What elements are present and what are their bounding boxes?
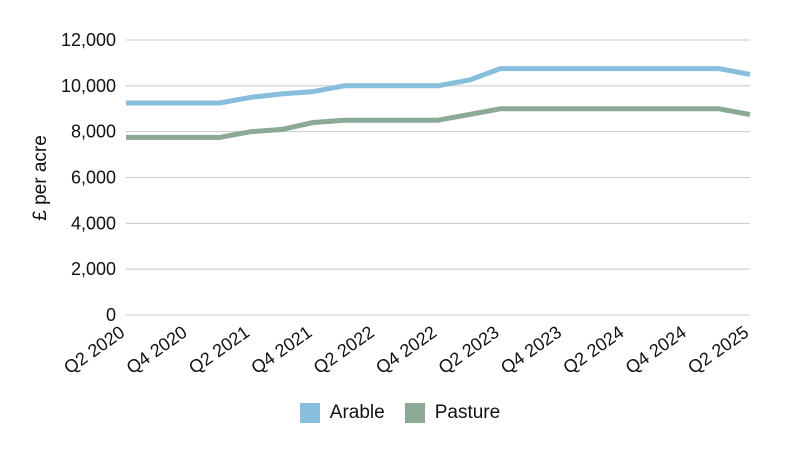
gridlines bbox=[126, 39, 750, 316]
legend-label-arable: Arable bbox=[329, 402, 385, 423]
series-line-pasture bbox=[126, 106, 751, 140]
x-tick-label: Q4 2020 bbox=[123, 322, 191, 378]
legend-item-pasture: Pasture bbox=[404, 402, 501, 424]
series-lines bbox=[126, 66, 751, 140]
x-tick-label: Q2 2020 bbox=[60, 322, 128, 378]
y-tick-label: 0 bbox=[106, 305, 116, 325]
y-tick-label: 2,000 bbox=[71, 259, 116, 279]
legend-label-pasture: Pasture bbox=[434, 402, 501, 423]
y-tick-label: 10,000 bbox=[61, 76, 116, 96]
legend-item-arable: Arable bbox=[299, 402, 385, 424]
x-tick-label: Q4 2023 bbox=[497, 322, 565, 378]
y-tick-label: 8,000 bbox=[71, 122, 116, 142]
legend-swatch-pasture bbox=[404, 403, 425, 423]
legend: Arable Pasture bbox=[0, 402, 800, 424]
x-tick-label: Q2 2023 bbox=[435, 322, 503, 378]
series-line-arable bbox=[126, 66, 751, 106]
x-tick-label: Q2 2021 bbox=[185, 322, 253, 378]
x-tick-label: Q4 2021 bbox=[247, 322, 315, 378]
x-tick-label: Q4 2022 bbox=[372, 322, 440, 378]
x-tick-label: Q2 2025 bbox=[684, 322, 752, 378]
y-tick-label: 12,000 bbox=[61, 30, 116, 50]
x-tick-label: Q2 2024 bbox=[559, 322, 627, 378]
x-tick-label: Q4 2024 bbox=[622, 322, 690, 378]
y-axis-ticks: 0 2,000 4,000 6,000 8,000 10,000 12,000 bbox=[61, 30, 116, 325]
y-tick-label: 6,000 bbox=[71, 168, 116, 188]
y-tick-label: 4,000 bbox=[71, 213, 116, 233]
x-tick-label: Q2 2022 bbox=[310, 322, 378, 378]
legend-swatch-arable bbox=[299, 403, 320, 423]
y-axis-title: £ per acre bbox=[30, 135, 51, 221]
